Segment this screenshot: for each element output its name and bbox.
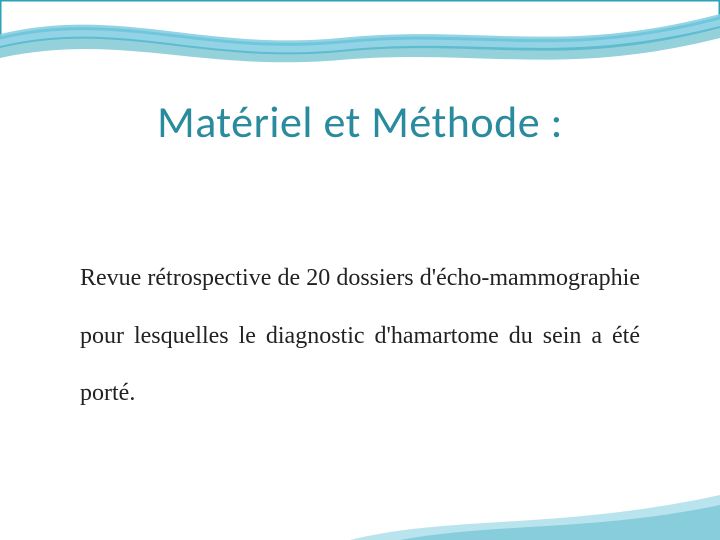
slide: Matériel et Méthode : Revue rétrospectiv… [0, 0, 720, 540]
wave-top-decoration [0, 0, 720, 80]
slide-body: Revue rétrospective de 20 dossiers d'éch… [80, 250, 640, 423]
wave-bottom-decoration [0, 480, 720, 540]
slide-title: Matériel et Méthode : [0, 95, 720, 149]
